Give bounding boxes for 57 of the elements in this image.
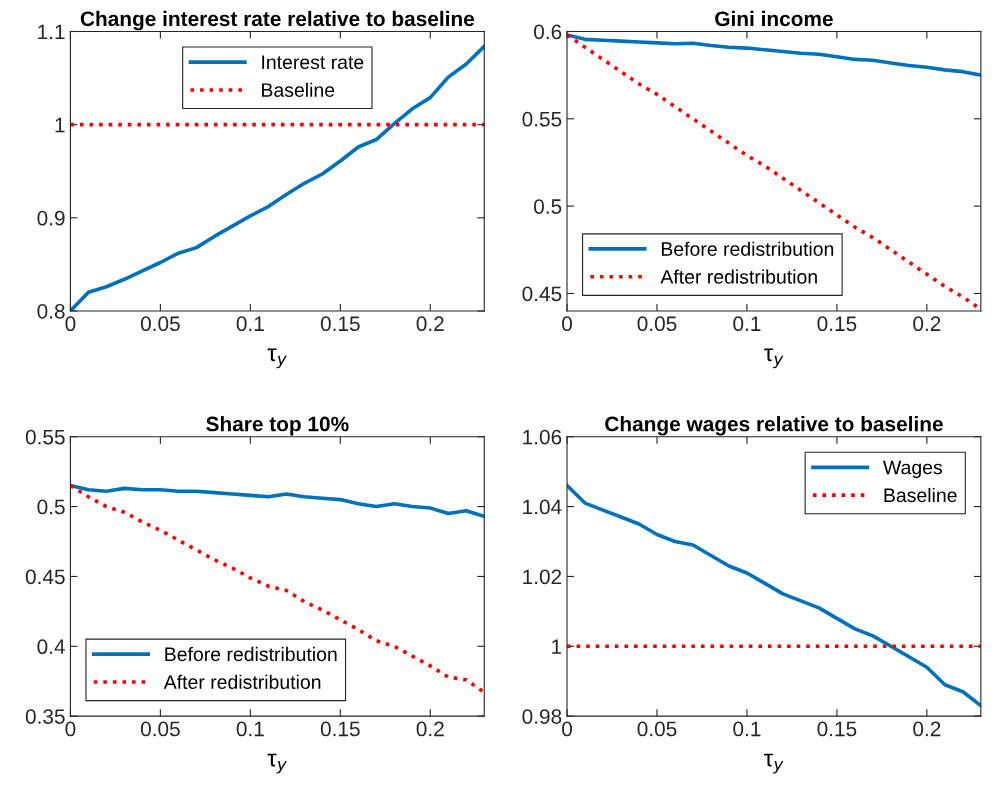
y-tick-label: 0.5 <box>37 499 65 515</box>
x-tick-label: 0 <box>65 721 76 737</box>
y-tick-label: 1.04 <box>523 499 562 515</box>
chart-title: Change wages relative to baseline <box>605 416 943 436</box>
y-tick-label: 0.45 <box>522 286 562 302</box>
x-tick-label: 0 <box>562 316 572 332</box>
line-series <box>70 483 485 695</box>
legend-label: Baseline <box>262 82 335 97</box>
x-tick-label: 0.15 <box>320 316 360 332</box>
chart-title: Share top 10% <box>206 416 349 436</box>
x-tick-label: 0.2 <box>913 316 941 332</box>
y-tick-label: 1 <box>55 117 65 133</box>
x-tick-label: 0.1 <box>236 721 264 737</box>
x-tick-label: 0.1 <box>236 316 264 332</box>
y-tick-label: 1.06 <box>523 429 562 445</box>
x-tick-label: 0.1 <box>733 721 761 737</box>
line-series <box>567 483 981 708</box>
legend-label: After redistribution <box>163 674 321 689</box>
y-tick-label: 0.6 <box>534 24 562 40</box>
x-tick-label: 0.05 <box>140 721 180 737</box>
chart-title: Gini income <box>715 10 833 27</box>
legend-label: Before redistribution <box>165 646 337 662</box>
x-axis-title: τ$_{y}$ <box>764 348 784 369</box>
y-tick-label: 0.9 <box>37 210 65 226</box>
x-tick-label: 0 <box>562 721 572 737</box>
x-tick-label: 0.15 <box>320 721 360 737</box>
x-tick-label: 0.2 <box>416 316 444 332</box>
legend-label: After redistribution <box>660 269 817 284</box>
line-series <box>70 483 485 519</box>
x-tick-label: 0.05 <box>140 316 180 332</box>
x-tick-label: 0.15 <box>817 721 857 737</box>
x-axis-title: τ$_{y}$ <box>267 753 287 774</box>
x-tick-label: 0.2 <box>416 721 444 737</box>
y-tick-label: 0.98 <box>522 709 562 724</box>
x-axis-title: τ$_{y}$ <box>764 753 784 774</box>
legend-label: Before redistribution <box>661 241 834 256</box>
x-tick-label: 0 <box>65 316 76 332</box>
y-tick-label: 1.1 <box>38 24 65 40</box>
x-tick-label: 0.1 <box>733 316 761 332</box>
y-tick-label: 1.02 <box>523 569 562 585</box>
y-tick-label: 0.35 <box>25 709 65 724</box>
legend-label: Wages <box>883 460 943 479</box>
x-tick-label: 0.05 <box>637 721 677 737</box>
y-tick-label: 0.55 <box>522 111 562 127</box>
x-tick-label: 0.2 <box>913 721 941 737</box>
legend-label: Baseline <box>884 487 957 503</box>
x-tick-label: 0.05 <box>637 316 677 332</box>
legend-label: Interest rate <box>262 55 364 70</box>
y-tick-label: 0.45 <box>25 569 65 585</box>
x-tick-label: 0.15 <box>817 316 857 332</box>
y-tick-label: 0.8 <box>37 303 65 319</box>
y-tick-label: 0.4 <box>37 639 65 655</box>
chart-title: Change interest rate relative to baseline <box>80 10 475 31</box>
x-axis-title: τ$_{y}$ <box>267 348 287 369</box>
y-tick-label: 0.55 <box>25 429 65 445</box>
y-tick-label: 1 <box>552 639 562 654</box>
y-tick-label: 0.5 <box>534 199 562 214</box>
